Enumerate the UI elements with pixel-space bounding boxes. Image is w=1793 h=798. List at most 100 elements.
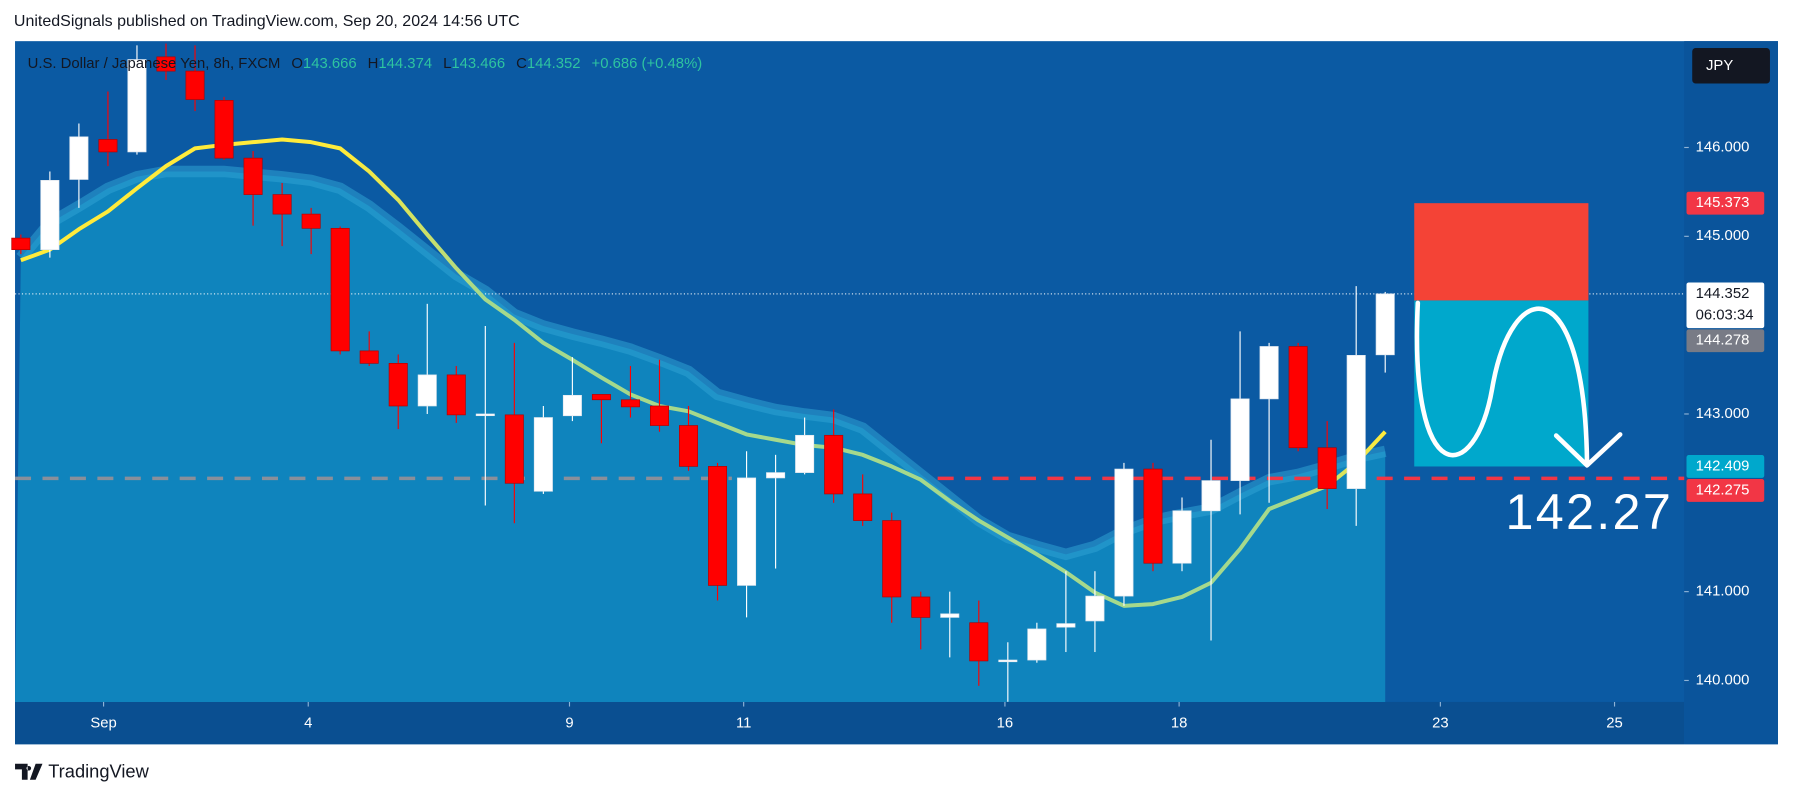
y-tick-label: 141.000	[1696, 584, 1750, 600]
footer-brand: TradingView	[48, 761, 149, 782]
annotation: 142.27	[1506, 483, 1674, 540]
candle-body	[127, 59, 147, 153]
candle-body	[795, 434, 815, 473]
candle-body	[1056, 623, 1076, 628]
candle-body	[1114, 468, 1134, 597]
ohlc-key: H	[368, 56, 379, 72]
x-tick-label: 16	[997, 716, 1014, 732]
line-layer	[20, 137, 1387, 608]
candle-body	[1143, 468, 1163, 564]
y-tick-label: 146.000	[1696, 139, 1750, 155]
change: +0.686 (+0.48%)	[592, 56, 703, 72]
price-label-box	[1686, 479, 1765, 502]
price-label-box	[1686, 329, 1765, 353]
publisher-line: UnitedSignals published on TradingView.c…	[14, 13, 520, 30]
candle-body	[1288, 346, 1308, 449]
candle-body	[156, 56, 176, 72]
candle-body	[1317, 447, 1337, 489]
candle-body	[11, 237, 31, 250]
forecast-arrow	[1414, 300, 1623, 468]
candle-body	[1201, 480, 1221, 512]
candle-body	[533, 417, 553, 492]
price-label-box	[1686, 455, 1765, 478]
price-axis-band	[1684, 41, 1778, 745]
candle-body	[1230, 398, 1250, 481]
position-layer	[1414, 203, 1589, 467]
price-label: 144.352	[1696, 286, 1750, 302]
candle-body	[591, 394, 611, 401]
moving-line	[20, 137, 1387, 608]
candle-body	[882, 520, 902, 598]
candle-body	[98, 139, 118, 153]
candle-body	[504, 414, 524, 484]
candle-body	[69, 136, 89, 180]
candle-body	[417, 374, 437, 407]
x-axis-band	[15, 701, 1685, 745]
candle-body	[969, 622, 989, 662]
candle-body	[853, 493, 873, 521]
candle-body	[737, 477, 757, 586]
level-layer	[15, 293, 1685, 481]
candle-body	[243, 157, 263, 195]
candle-body	[679, 425, 699, 467]
candle-body	[1085, 595, 1105, 622]
ohlc-key: L	[443, 56, 451, 72]
x-tick-label: 9	[565, 716, 573, 732]
x-tick-label: 23	[1432, 716, 1449, 732]
ohlc-key: C	[516, 56, 527, 72]
ohlc-value: 144.374	[378, 56, 432, 72]
candle-body	[388, 363, 408, 407]
band-area	[15, 171, 1386, 702]
candle-body	[1375, 293, 1395, 356]
candle-body	[301, 213, 321, 229]
symbol: U.S. Dollar / Japanese Yen, 8h, FXCM	[28, 56, 281, 72]
x-tick-label: 4	[304, 716, 312, 732]
candle-body	[824, 434, 844, 495]
currency-badge[interactable]	[1692, 48, 1770, 84]
candle-body	[475, 413, 495, 417]
x-tick-label: 25	[1606, 716, 1623, 732]
ohlc-value: 144.352	[527, 56, 581, 72]
price-label-box	[1686, 191, 1765, 215]
x-tick-label: 11	[736, 716, 751, 732]
ohlc-value: 143.666	[303, 56, 357, 72]
y-tick-label: 143.000	[1696, 406, 1750, 422]
footer-logo	[15, 763, 43, 780]
candle-body	[40, 180, 60, 250]
candle-body	[911, 596, 931, 618]
candle-body	[214, 100, 234, 159]
logo-mark	[15, 763, 43, 780]
candle-body	[185, 70, 205, 100]
candle-body	[562, 394, 582, 417]
x-tick-label: Sep	[90, 716, 116, 732]
candle-body	[1027, 628, 1047, 661]
symbol-legend: U.S. Dollar / Japanese Yen, 8h, FXCM O14…	[28, 56, 703, 72]
price-label: 142.409	[1696, 458, 1750, 474]
ohlc-value: 143.466	[451, 56, 505, 72]
candle-body	[708, 466, 728, 586]
candle-body	[940, 613, 960, 618]
candle-body	[1172, 510, 1192, 564]
price-label: 144.278	[1696, 333, 1750, 349]
stop-zone	[1414, 203, 1589, 301]
candle-body	[620, 399, 640, 408]
y-tick-label: 140.000	[1696, 672, 1750, 688]
candle-body	[359, 350, 379, 364]
candle-layer	[11, 43, 1395, 702]
countdown-label: 06:03:34	[1696, 308, 1754, 324]
candle-body	[998, 659, 1018, 663]
candle-body	[272, 194, 292, 215]
price-label: 145.373	[1696, 195, 1750, 211]
candle-body	[330, 227, 350, 352]
x-tick-label: 18	[1171, 716, 1188, 732]
price-label-box	[1686, 282, 1765, 329]
candle-body	[766, 472, 786, 479]
candle-body	[1259, 346, 1279, 400]
price-label: 142.275	[1696, 482, 1750, 498]
y-tick-label: 145.000	[1696, 228, 1750, 244]
candle-body	[649, 405, 669, 426]
ohlc-key: O	[291, 56, 303, 72]
currency-label[interactable]: JPY	[1706, 58, 1733, 74]
